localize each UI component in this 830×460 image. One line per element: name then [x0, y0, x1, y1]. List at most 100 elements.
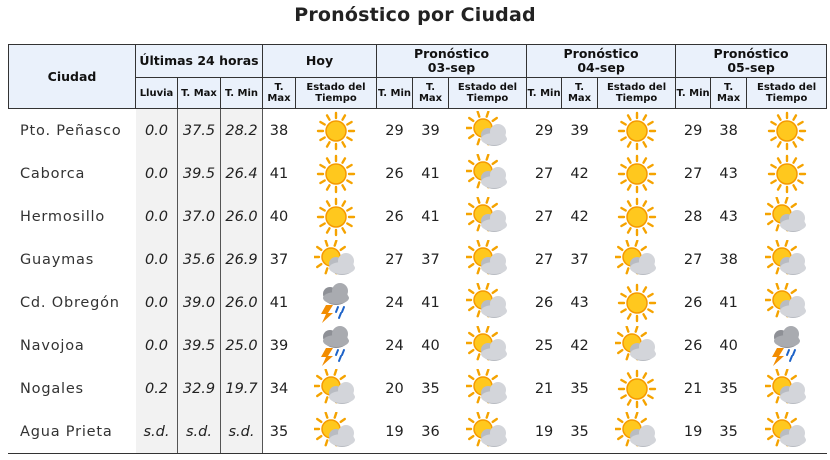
forecast-tmin-value: 27 — [376, 238, 413, 281]
tmax24-value: 39.5 — [177, 324, 221, 367]
storm-icon — [296, 281, 377, 324]
forecast-table: Ciudad Últimas 24 horas Hoy Pronóstico 03… — [8, 44, 828, 454]
subheader-tmin: T. Min — [675, 77, 712, 109]
tmax24-value: 39.5 — [177, 152, 221, 195]
storm-icon — [296, 324, 377, 367]
forecast-tmin-value: 29 — [376, 108, 413, 152]
subheader-tmax: T. Max — [262, 77, 296, 109]
table-row: Cd. Obregón 0.0 39.0 26.0 41 24 41 26 43 26 41 — [9, 281, 827, 324]
tmax24-value: 37.0 — [177, 195, 221, 238]
forecast-tmin-value: 21 — [675, 367, 711, 410]
lluvia-value: 0.0 — [135, 281, 178, 324]
table-row: Caborca 0.0 39.5 26.4 41 26 41 27 42 27 43 — [9, 152, 827, 195]
partly-cloudy-icon — [449, 281, 527, 324]
subheader-tmin: T. Min — [376, 77, 414, 109]
hoy-tmax-value: 39 — [262, 324, 296, 367]
subheader-estado: Estado del Tiempo — [746, 77, 828, 109]
forecast-tmax-value: 41 — [421, 294, 440, 311]
header-hoy: Hoy — [261, 44, 378, 78]
forecast-tmin-value: 19 — [376, 410, 413, 454]
forecast-tmin-value: 26 — [526, 281, 562, 324]
header-pronostico-label: Pronóstico — [713, 46, 789, 62]
storm-icon — [747, 324, 827, 367]
forecast-tmin-value: 19 — [526, 410, 562, 454]
table-row: Navojoa 0.0 39.5 25.0 39 24 40 25 42 26 40 — [9, 324, 827, 367]
forecast-tmin-value: 27 — [675, 238, 711, 281]
partly-cloudy-icon — [448, 410, 527, 454]
forecast-tmax-value: 35 — [570, 380, 589, 397]
table-row: Hermosillo 0.0 37.0 26.0 40 26 41 27 42 28 43 — [9, 195, 827, 238]
table-row: Guaymas 0.0 35.6 26.9 37 27 37 27 37 27 38 — [9, 238, 827, 281]
table-row: Agua Prieta s.d. s.d. s.d. 35 19 36 19 35 19 35 — [8, 410, 827, 454]
partly-cloudy-icon — [746, 410, 827, 454]
lluvia-value: 0.0 — [135, 152, 178, 195]
city-name: Agua Prieta — [8, 410, 136, 454]
city-name: Guaymas — [20, 251, 95, 268]
forecast-tmin-value: 26 — [675, 281, 711, 324]
forecast-tmin-value: 21 — [526, 367, 562, 410]
forecast-tmax-value: 39 — [421, 122, 440, 139]
partly-cloudy-icon — [747, 367, 827, 410]
hoy-tmax-value: 41 — [262, 281, 296, 324]
tmax24-value: 35.6 — [177, 238, 221, 281]
tmin24-value: 19.7 — [220, 367, 263, 410]
tmin24-value: 26.4 — [220, 152, 263, 195]
sun-icon — [598, 281, 676, 324]
forecast-tmax-value: 35 — [421, 380, 440, 397]
lluvia-value: 0.0 — [135, 324, 178, 367]
partly-cloudy-icon — [296, 367, 377, 410]
forecast-tmin-value: 27 — [526, 238, 562, 281]
forecast-tmax-value: 35 — [719, 380, 738, 397]
forecast-tmin-value: 29 — [526, 108, 562, 152]
page-title: Pronóstico por Ciudad — [294, 4, 536, 26]
header-pronostico-label: Pronóstico — [413, 46, 490, 62]
partly-cloudy-icon — [597, 410, 676, 454]
forecast-tmax-value: 35 — [561, 410, 598, 454]
forecast-tmin-value: 29 — [675, 108, 711, 152]
forecast-tmax-value: 39 — [570, 122, 589, 139]
header-pronostico-label: Pronóstico — [563, 46, 639, 62]
forecast-tmax-value: 41 — [421, 208, 440, 225]
sun-icon — [598, 109, 676, 153]
city-name: Hermosillo — [20, 208, 106, 225]
forecast-tmin-value: 24 — [376, 281, 413, 324]
sun-icon — [296, 109, 377, 153]
hoy-tmax-value: 35 — [262, 410, 296, 454]
forecast-tmin-value: 27 — [526, 152, 562, 195]
tmin24-value: 28.2 — [220, 108, 263, 152]
partly-cloudy-icon — [295, 410, 377, 454]
tmax24-value: 37.5 — [177, 108, 221, 152]
forecast-tmax-value: 43 — [719, 208, 738, 225]
partly-cloudy-icon — [449, 238, 527, 281]
tmin24-value: 26.0 — [220, 281, 263, 324]
header-ultimas-24-horas: Últimas 24 horas — [135, 44, 263, 78]
sun-icon — [747, 109, 827, 153]
subheader-tmin: T. Min — [220, 77, 263, 109]
partly-cloudy-icon — [747, 281, 827, 324]
forecast-tmax-value: 40 — [719, 337, 738, 354]
header-pronostico-3: Pronóstico 05-sep — [675, 44, 828, 78]
header-date: 05-sep — [727, 60, 775, 75]
forecast-tmax-value: 35 — [710, 410, 747, 454]
forecast-tmax-value: 42 — [570, 337, 589, 354]
subheader-tmax: T. Max — [561, 77, 599, 109]
sun-icon — [598, 367, 676, 410]
subheader-estado: Estado del Tiempo — [597, 77, 677, 109]
subheader-tmax: T. Max — [710, 77, 748, 109]
hoy-tmax-value: 41 — [262, 152, 296, 195]
tmin24-value: 26.9 — [220, 238, 263, 281]
lluvia-value: 0.0 — [135, 108, 178, 152]
forecast-tmax-value: 37 — [570, 251, 589, 268]
forecast-tmax-value: 43 — [719, 165, 738, 182]
forecast-tmin-value: 19 — [675, 410, 711, 454]
partly-cloudy-icon — [449, 152, 527, 195]
lluvia-value: 0.0 — [135, 238, 178, 281]
city-name: Caborca — [20, 165, 86, 182]
partly-cloudy-icon — [598, 238, 676, 281]
partly-cloudy-icon — [449, 367, 527, 410]
header-date: 03-sep — [427, 60, 476, 75]
header-date: 04-sep — [577, 60, 625, 75]
subheader-tmax: T. Max — [177, 77, 221, 109]
partly-cloudy-icon — [598, 324, 676, 367]
forecast-tmin-value: 25 — [526, 324, 562, 367]
